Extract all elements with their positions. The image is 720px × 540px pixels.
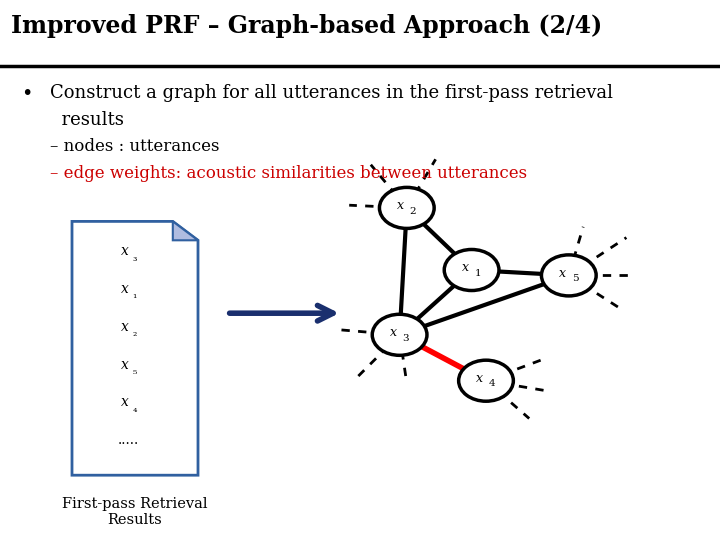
Text: 1: 1: [474, 269, 481, 278]
Text: – edge weights: acoustic similarities between utterances: – edge weights: acoustic similarities be…: [50, 165, 528, 181]
Text: Construct a graph for all utterances in the first-pass retrieval: Construct a graph for all utterances in …: [50, 84, 613, 102]
Circle shape: [459, 360, 513, 401]
Text: ₅: ₅: [132, 366, 137, 376]
Circle shape: [444, 249, 499, 291]
Text: x: x: [390, 326, 397, 339]
Polygon shape: [72, 221, 198, 475]
Circle shape: [372, 314, 427, 355]
Polygon shape: [173, 221, 198, 240]
Text: x: x: [476, 372, 483, 385]
Text: results: results: [50, 111, 125, 129]
Text: x: x: [462, 261, 469, 274]
Text: ₃: ₃: [132, 253, 137, 262]
Text: 5: 5: [572, 274, 578, 283]
Text: •: •: [22, 84, 33, 103]
Text: 3: 3: [402, 334, 409, 342]
Text: x: x: [121, 320, 129, 334]
Text: x: x: [121, 395, 129, 409]
Text: 4: 4: [489, 380, 495, 388]
Text: 2: 2: [410, 207, 416, 215]
Text: Improved PRF – Graph-based Approach (2/4): Improved PRF – Graph-based Approach (2/4…: [11, 14, 602, 37]
Text: ₂: ₂: [132, 328, 137, 338]
Text: x: x: [121, 282, 129, 296]
Circle shape: [541, 255, 596, 296]
Text: ₄: ₄: [132, 404, 137, 414]
Text: First-pass Retrieval
Results: First-pass Retrieval Results: [62, 497, 208, 527]
Text: x: x: [121, 244, 129, 258]
Text: – nodes : utterances: – nodes : utterances: [50, 138, 220, 154]
Text: ₁: ₁: [132, 291, 137, 300]
Text: .....: .....: [118, 433, 140, 447]
Text: x: x: [121, 357, 129, 372]
Circle shape: [379, 187, 434, 228]
Text: x: x: [559, 267, 566, 280]
Text: x: x: [397, 199, 404, 212]
